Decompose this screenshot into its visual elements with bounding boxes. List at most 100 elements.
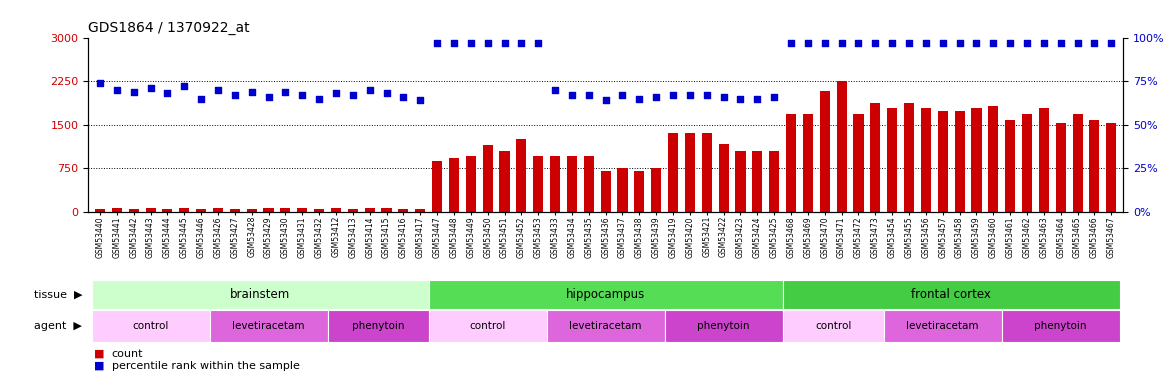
Point: [192, 96, 211, 102]
Bar: [854, 114, 863, 212]
Point: [1035, 40, 1054, 46]
Text: percentile rank within the sample: percentile rank within the sample: [112, 361, 300, 370]
Bar: [95, 209, 105, 212]
Text: levetiracetam: levetiracetam: [907, 321, 978, 331]
Bar: [128, 209, 139, 212]
Text: GDS1864 / 1370922_at: GDS1864 / 1370922_at: [88, 21, 249, 35]
Point: [630, 96, 649, 102]
Point: [833, 40, 851, 46]
Point: [748, 96, 767, 102]
Point: [327, 90, 346, 96]
Text: levetiracetam: levetiracetam: [569, 321, 642, 331]
Point: [445, 40, 463, 46]
Text: phenytoin: phenytoin: [697, 321, 750, 331]
Point: [276, 88, 295, 94]
Bar: [162, 209, 173, 212]
Bar: [381, 209, 392, 212]
Bar: [583, 156, 594, 212]
Bar: [803, 114, 813, 212]
Bar: [684, 134, 695, 212]
Bar: [247, 209, 256, 212]
Point: [697, 92, 716, 98]
Point: [125, 88, 143, 94]
Bar: [634, 171, 644, 212]
Point: [883, 40, 902, 46]
Bar: [348, 209, 358, 212]
Point: [562, 92, 581, 98]
Bar: [1089, 120, 1100, 212]
Bar: [1022, 114, 1033, 212]
Bar: [753, 151, 762, 212]
Text: ■: ■: [94, 349, 105, 358]
Point: [731, 96, 750, 102]
Point: [663, 92, 682, 98]
Text: control: control: [815, 321, 851, 331]
Bar: [735, 151, 746, 212]
Bar: [449, 158, 459, 212]
Point: [647, 94, 666, 100]
Point: [782, 40, 801, 46]
Point: [1001, 40, 1020, 46]
Bar: [432, 161, 442, 212]
Bar: [92, 310, 209, 342]
Bar: [836, 81, 847, 212]
Text: count: count: [112, 349, 143, 358]
Bar: [466, 156, 476, 212]
Bar: [399, 209, 408, 212]
Bar: [263, 209, 274, 212]
Point: [596, 97, 615, 103]
Point: [343, 92, 362, 98]
Point: [158, 90, 176, 96]
Point: [764, 94, 783, 100]
Bar: [314, 209, 325, 212]
Point: [293, 92, 312, 98]
Bar: [1107, 123, 1116, 212]
Bar: [229, 209, 240, 212]
Bar: [904, 103, 914, 212]
Point: [309, 96, 328, 102]
Point: [410, 97, 429, 103]
Bar: [870, 103, 881, 212]
Bar: [213, 209, 223, 212]
Bar: [209, 310, 328, 342]
Point: [1017, 40, 1036, 46]
Bar: [782, 310, 883, 342]
Point: [984, 40, 1003, 46]
Bar: [298, 209, 307, 212]
Point: [900, 40, 918, 46]
Bar: [887, 108, 897, 212]
Bar: [1073, 114, 1083, 212]
Text: hippocampus: hippocampus: [566, 288, 646, 301]
Point: [512, 40, 530, 46]
Bar: [955, 111, 964, 212]
Bar: [550, 156, 560, 212]
Bar: [280, 208, 290, 212]
Point: [428, 40, 447, 46]
Point: [815, 40, 834, 46]
Point: [91, 80, 109, 86]
Bar: [937, 111, 948, 212]
Point: [495, 40, 514, 46]
Bar: [988, 105, 998, 212]
Point: [529, 40, 548, 46]
Bar: [567, 156, 577, 212]
Bar: [1002, 310, 1120, 342]
Bar: [668, 134, 679, 212]
Bar: [702, 134, 711, 212]
Point: [208, 87, 227, 93]
Point: [799, 40, 817, 46]
Point: [479, 40, 497, 46]
Point: [175, 83, 194, 89]
Point: [714, 94, 733, 100]
Bar: [883, 310, 1002, 342]
Bar: [782, 280, 1120, 309]
Point: [141, 85, 160, 91]
Bar: [328, 310, 429, 342]
Bar: [92, 280, 429, 309]
Text: tissue  ▶: tissue ▶: [34, 290, 82, 299]
Bar: [482, 145, 493, 212]
Point: [613, 92, 632, 98]
Text: phenytoin: phenytoin: [352, 321, 405, 331]
Bar: [112, 207, 122, 212]
Bar: [617, 168, 628, 212]
